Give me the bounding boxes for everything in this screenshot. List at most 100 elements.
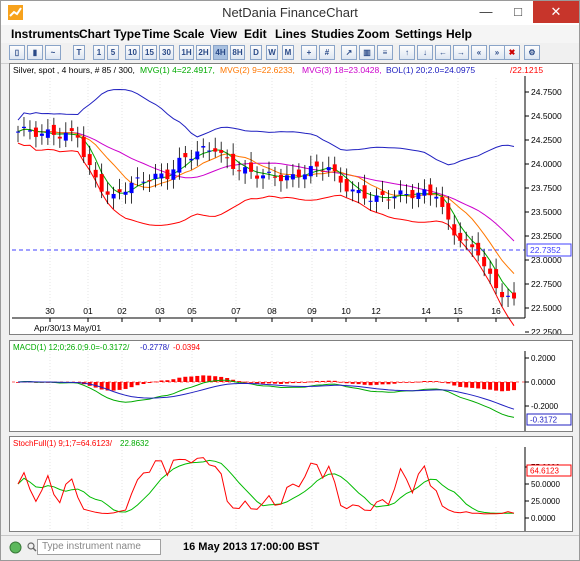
timeframe-5-button[interactable]: 5 — [107, 45, 119, 60]
price-chart-panel[interactable]: Silver, spot , 4 hours, # 85 / 300, MVG(… — [9, 63, 573, 337]
candle-body — [16, 131, 20, 133]
crosshair-icon[interactable]: + — [301, 45, 317, 60]
macd-histogram-bar — [410, 382, 415, 383]
menu-time-scale[interactable]: Time Scale — [142, 27, 205, 41]
timeframe-10-button[interactable]: 10 — [125, 45, 140, 60]
menu-lines[interactable]: Lines — [275, 27, 307, 41]
candle-chart-icon[interactable]: ▮ — [27, 45, 43, 60]
zoom-in-icon[interactable]: ↑ — [399, 45, 415, 60]
mvg1-line — [17, 128, 515, 296]
timeframe-15-button[interactable]: 15 — [142, 45, 157, 60]
macd-histogram-bar — [153, 381, 158, 383]
app-logo-icon — [8, 5, 23, 20]
macd-histogram-bar — [129, 382, 134, 388]
stoch-k-line — [17, 457, 515, 515]
price-y-tick-label: 22.5000 — [531, 303, 562, 313]
move-left-icon[interactable]: ← — [435, 45, 451, 60]
candle-body — [75, 135, 80, 138]
candle-body — [249, 162, 254, 172]
menu-studies[interactable]: Studies — [311, 27, 355, 41]
timeframe-4h-button[interactable]: 4H — [213, 45, 228, 60]
candle-body — [512, 292, 517, 299]
menu-instruments[interactable]: Instruments — [11, 27, 80, 41]
minimize-button[interactable]: — — [479, 4, 493, 19]
menu-help[interactable]: Help — [446, 27, 473, 41]
stochastic-chart[interactable]: StochFull(1) 9;1;7=64.6123/ 22.8632 75.0… — [10, 437, 572, 531]
timeframe-30-button[interactable]: 30 — [159, 45, 174, 60]
menu-view[interactable]: View — [210, 27, 238, 41]
mvg3-line — [17, 128, 515, 242]
macd-histogram-bar — [219, 376, 224, 382]
price-x-tick-label: 02 — [117, 306, 127, 316]
price-x-tick-label: 15 — [453, 306, 463, 316]
menu-edit[interactable]: Edit — [244, 27, 267, 41]
candle-body — [165, 169, 170, 180]
candle-body — [189, 158, 194, 161]
macd-histogram-bar — [207, 375, 212, 382]
menu-bar: Instruments Chart Type Time Scale View E… — [1, 25, 579, 43]
zoom-out-icon[interactable]: ↓ — [417, 45, 433, 60]
price-y-tick-label: 23.7500 — [531, 183, 562, 193]
macd-panel[interactable]: MACD(1) 12;0;26.0;9.0=-0.3172/ -0.2778/ … — [9, 340, 573, 432]
maximize-button[interactable]: □ — [514, 4, 522, 19]
scroll-forward-icon[interactable]: » — [489, 45, 505, 60]
macd-histogram-bar — [165, 380, 170, 382]
bol-lower-label: /22.1215 — [510, 65, 543, 75]
macd-histogram-bar — [159, 380, 164, 382]
candle-body — [416, 192, 421, 199]
timeframe-1-button[interactable]: 1 — [93, 45, 105, 60]
scroll-back-icon[interactable]: « — [471, 45, 487, 60]
delete-icon[interactable]: ✖ — [504, 45, 520, 60]
settings-icon[interactable]: ⚙ — [524, 45, 540, 60]
candle-body — [500, 292, 505, 298]
grid-icon[interactable]: # — [319, 45, 335, 60]
bar-chart-icon[interactable]: ▯ — [9, 45, 25, 60]
instrument-search-input[interactable]: Type instrument name — [37, 539, 161, 555]
macd-histogram-bar — [440, 382, 445, 383]
timeframe-w-button[interactable]: W — [266, 45, 278, 60]
price-y-tick-label: 24.2500 — [531, 135, 562, 145]
candle-body — [93, 169, 98, 178]
timeframe-t-button[interactable]: T — [73, 45, 85, 60]
candle-body — [344, 179, 349, 192]
timeframe-1h-button[interactable]: 1H — [179, 45, 194, 60]
menu-settings[interactable]: Settings — [395, 27, 443, 41]
candle-body — [488, 268, 493, 274]
timeframe-m-button[interactable]: M — [282, 45, 294, 60]
macd-y-tick-label: 0.0000 — [531, 378, 556, 387]
timeframe-2h-button[interactable]: 2H — [196, 45, 211, 60]
trend-up-icon[interactable]: ↗ — [341, 45, 357, 60]
timeframe-8h-button[interactable]: 8H — [230, 45, 245, 60]
candle-body — [392, 196, 397, 199]
macd-histogram-bar — [111, 382, 116, 391]
macd-histogram-bar — [189, 376, 194, 382]
price-x-tick-label: 08 — [267, 306, 277, 316]
studies-icon[interactable]: ≡ — [377, 45, 393, 60]
chart-type-icon[interactable]: ▥ — [359, 45, 375, 60]
macd-y-tick-label: 0.2000 — [531, 354, 556, 363]
menu-chart-type[interactable]: Chart Type — [79, 27, 141, 41]
candle-body — [147, 180, 152, 182]
price-x-tick-label: 07 — [231, 306, 241, 316]
move-right-icon[interactable]: → — [453, 45, 469, 60]
status-bar: Type instrument name 16 May 2013 17:00:0… — [1, 535, 579, 560]
candle-body — [332, 164, 337, 172]
menu-zoom[interactable]: Zoom — [357, 27, 390, 41]
price-chart[interactable]: Silver, spot , 4 hours, # 85 / 300, MVG(… — [10, 64, 572, 337]
line-chart-icon[interactable]: ~ — [45, 45, 61, 60]
macd-histogram-bar — [338, 381, 343, 383]
macd-histogram-bar — [308, 381, 313, 383]
timeframe-d-button[interactable]: D — [250, 45, 262, 60]
candle-body — [296, 169, 301, 178]
close-button[interactable]: ✕ — [533, 1, 579, 23]
macd-histogram-bar — [452, 382, 457, 386]
macd-histogram-bar — [296, 382, 301, 383]
stochastic-panel[interactable]: StochFull(1) 9;1;7=64.6123/ 22.8632 75.0… — [9, 436, 573, 532]
price-y-tick-label: 22.7500 — [531, 279, 562, 289]
candle-body — [428, 184, 433, 196]
stoch-y-tick-label: 0.0000 — [531, 514, 556, 523]
macd-histogram-bar — [332, 380, 337, 382]
macd-histogram-bar — [278, 382, 283, 384]
macd-chart[interactable]: MACD(1) 12;0;26.0;9.0=-0.3172/ -0.2778/ … — [10, 341, 572, 431]
